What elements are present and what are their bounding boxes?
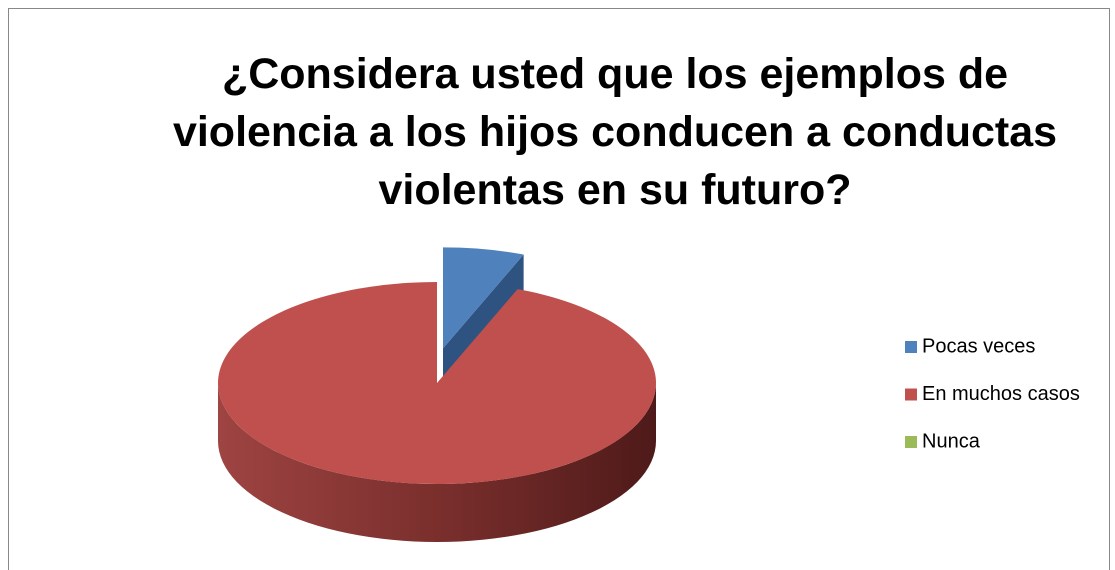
pie-slice-side [218,383,656,542]
legend-swatch [905,341,917,353]
legend-label: Nunca [922,430,981,452]
pie-slice [442,247,524,349]
chart-title: violencia a los hijos conducen a conduct… [173,108,1057,156]
legend-label: En muchos casos [922,383,1080,405]
pie-slice [218,282,657,484]
chart-title: ¿Considera usted que los ejemplos de [222,50,1008,98]
chart-border [8,8,1110,570]
chart-title: violentas en su futuro? [378,166,851,214]
legend-swatch [905,388,917,401]
legend-label: Pocas veces [922,335,1035,357]
legend-swatch [905,436,917,448]
